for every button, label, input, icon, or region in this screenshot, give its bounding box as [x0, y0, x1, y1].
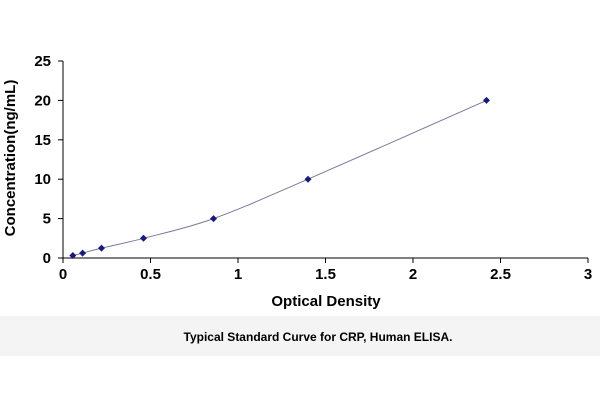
- y-tick-label: 15: [34, 132, 51, 149]
- data-point: [79, 249, 87, 257]
- x-tick-label: 2.5: [490, 266, 511, 283]
- y-tick-label: 25: [34, 53, 51, 70]
- x-tick-label: 1.5: [315, 266, 336, 283]
- x-tick-label: 1: [234, 266, 242, 283]
- y-axis-ticks: 0 5 10 15 20 25: [34, 53, 63, 267]
- x-tick-label: 3: [584, 266, 592, 283]
- data-point: [98, 244, 105, 252]
- x-axis-ticks: 0 0.5 1 1.5 2 2.5 3: [59, 258, 592, 283]
- trend-line: [72, 99, 487, 257]
- y-tick-label: 10: [34, 171, 51, 188]
- data-point: [483, 96, 490, 104]
- chart-caption: Typical Standard Curve for CRP, Human EL…: [184, 330, 453, 344]
- data-point: [69, 252, 77, 260]
- data-point: [140, 234, 147, 242]
- y-tick-label: 20: [34, 92, 51, 109]
- x-tick-label: 0: [59, 266, 67, 283]
- x-axis-title: Optical Density: [271, 293, 381, 310]
- data-points: [69, 96, 490, 260]
- axes: [62, 61, 588, 259]
- y-axis-title: Concentration(ng/mL): [2, 80, 19, 237]
- y-tick-label: 5: [43, 211, 51, 228]
- data-point: [304, 175, 312, 183]
- y-tick-label: 0: [43, 250, 51, 267]
- x-tick-label: 0.5: [140, 266, 161, 283]
- x-tick-label: 2: [409, 266, 417, 283]
- caption-band: [0, 316, 600, 356]
- data-point: [210, 215, 217, 223]
